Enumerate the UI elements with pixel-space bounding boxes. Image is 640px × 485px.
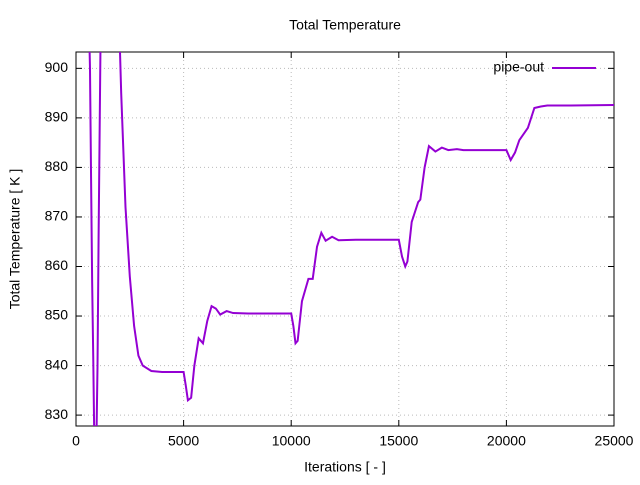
y-tick-label: 880 bbox=[45, 158, 69, 174]
y-tick-label: 830 bbox=[45, 406, 69, 422]
y-tick-label: 900 bbox=[45, 59, 69, 75]
x-tick-label: 10000 bbox=[272, 433, 311, 449]
x-tick-label: 0 bbox=[72, 433, 80, 449]
y-tick-label: 890 bbox=[45, 109, 69, 125]
plot-border bbox=[75, 51, 615, 427]
x-axis-label: Iterations [ - ] bbox=[304, 459, 386, 475]
x-tick-label: 15000 bbox=[379, 433, 418, 449]
x-tick-label: 20000 bbox=[487, 433, 526, 449]
y-axis-label: Total Temperature [ K ] bbox=[7, 169, 23, 310]
y-tick-label: 850 bbox=[45, 307, 69, 323]
chart-title: Total Temperature bbox=[289, 17, 401, 33]
series-line bbox=[88, 52, 614, 426]
x-tick-label: 5000 bbox=[168, 433, 199, 449]
legend-label: pipe-out bbox=[493, 59, 544, 75]
y-tick-label: 840 bbox=[45, 356, 69, 372]
y-tick-label: 860 bbox=[45, 257, 69, 273]
y-tick-label: 870 bbox=[45, 208, 69, 224]
x-tick-label: 25000 bbox=[595, 433, 634, 449]
